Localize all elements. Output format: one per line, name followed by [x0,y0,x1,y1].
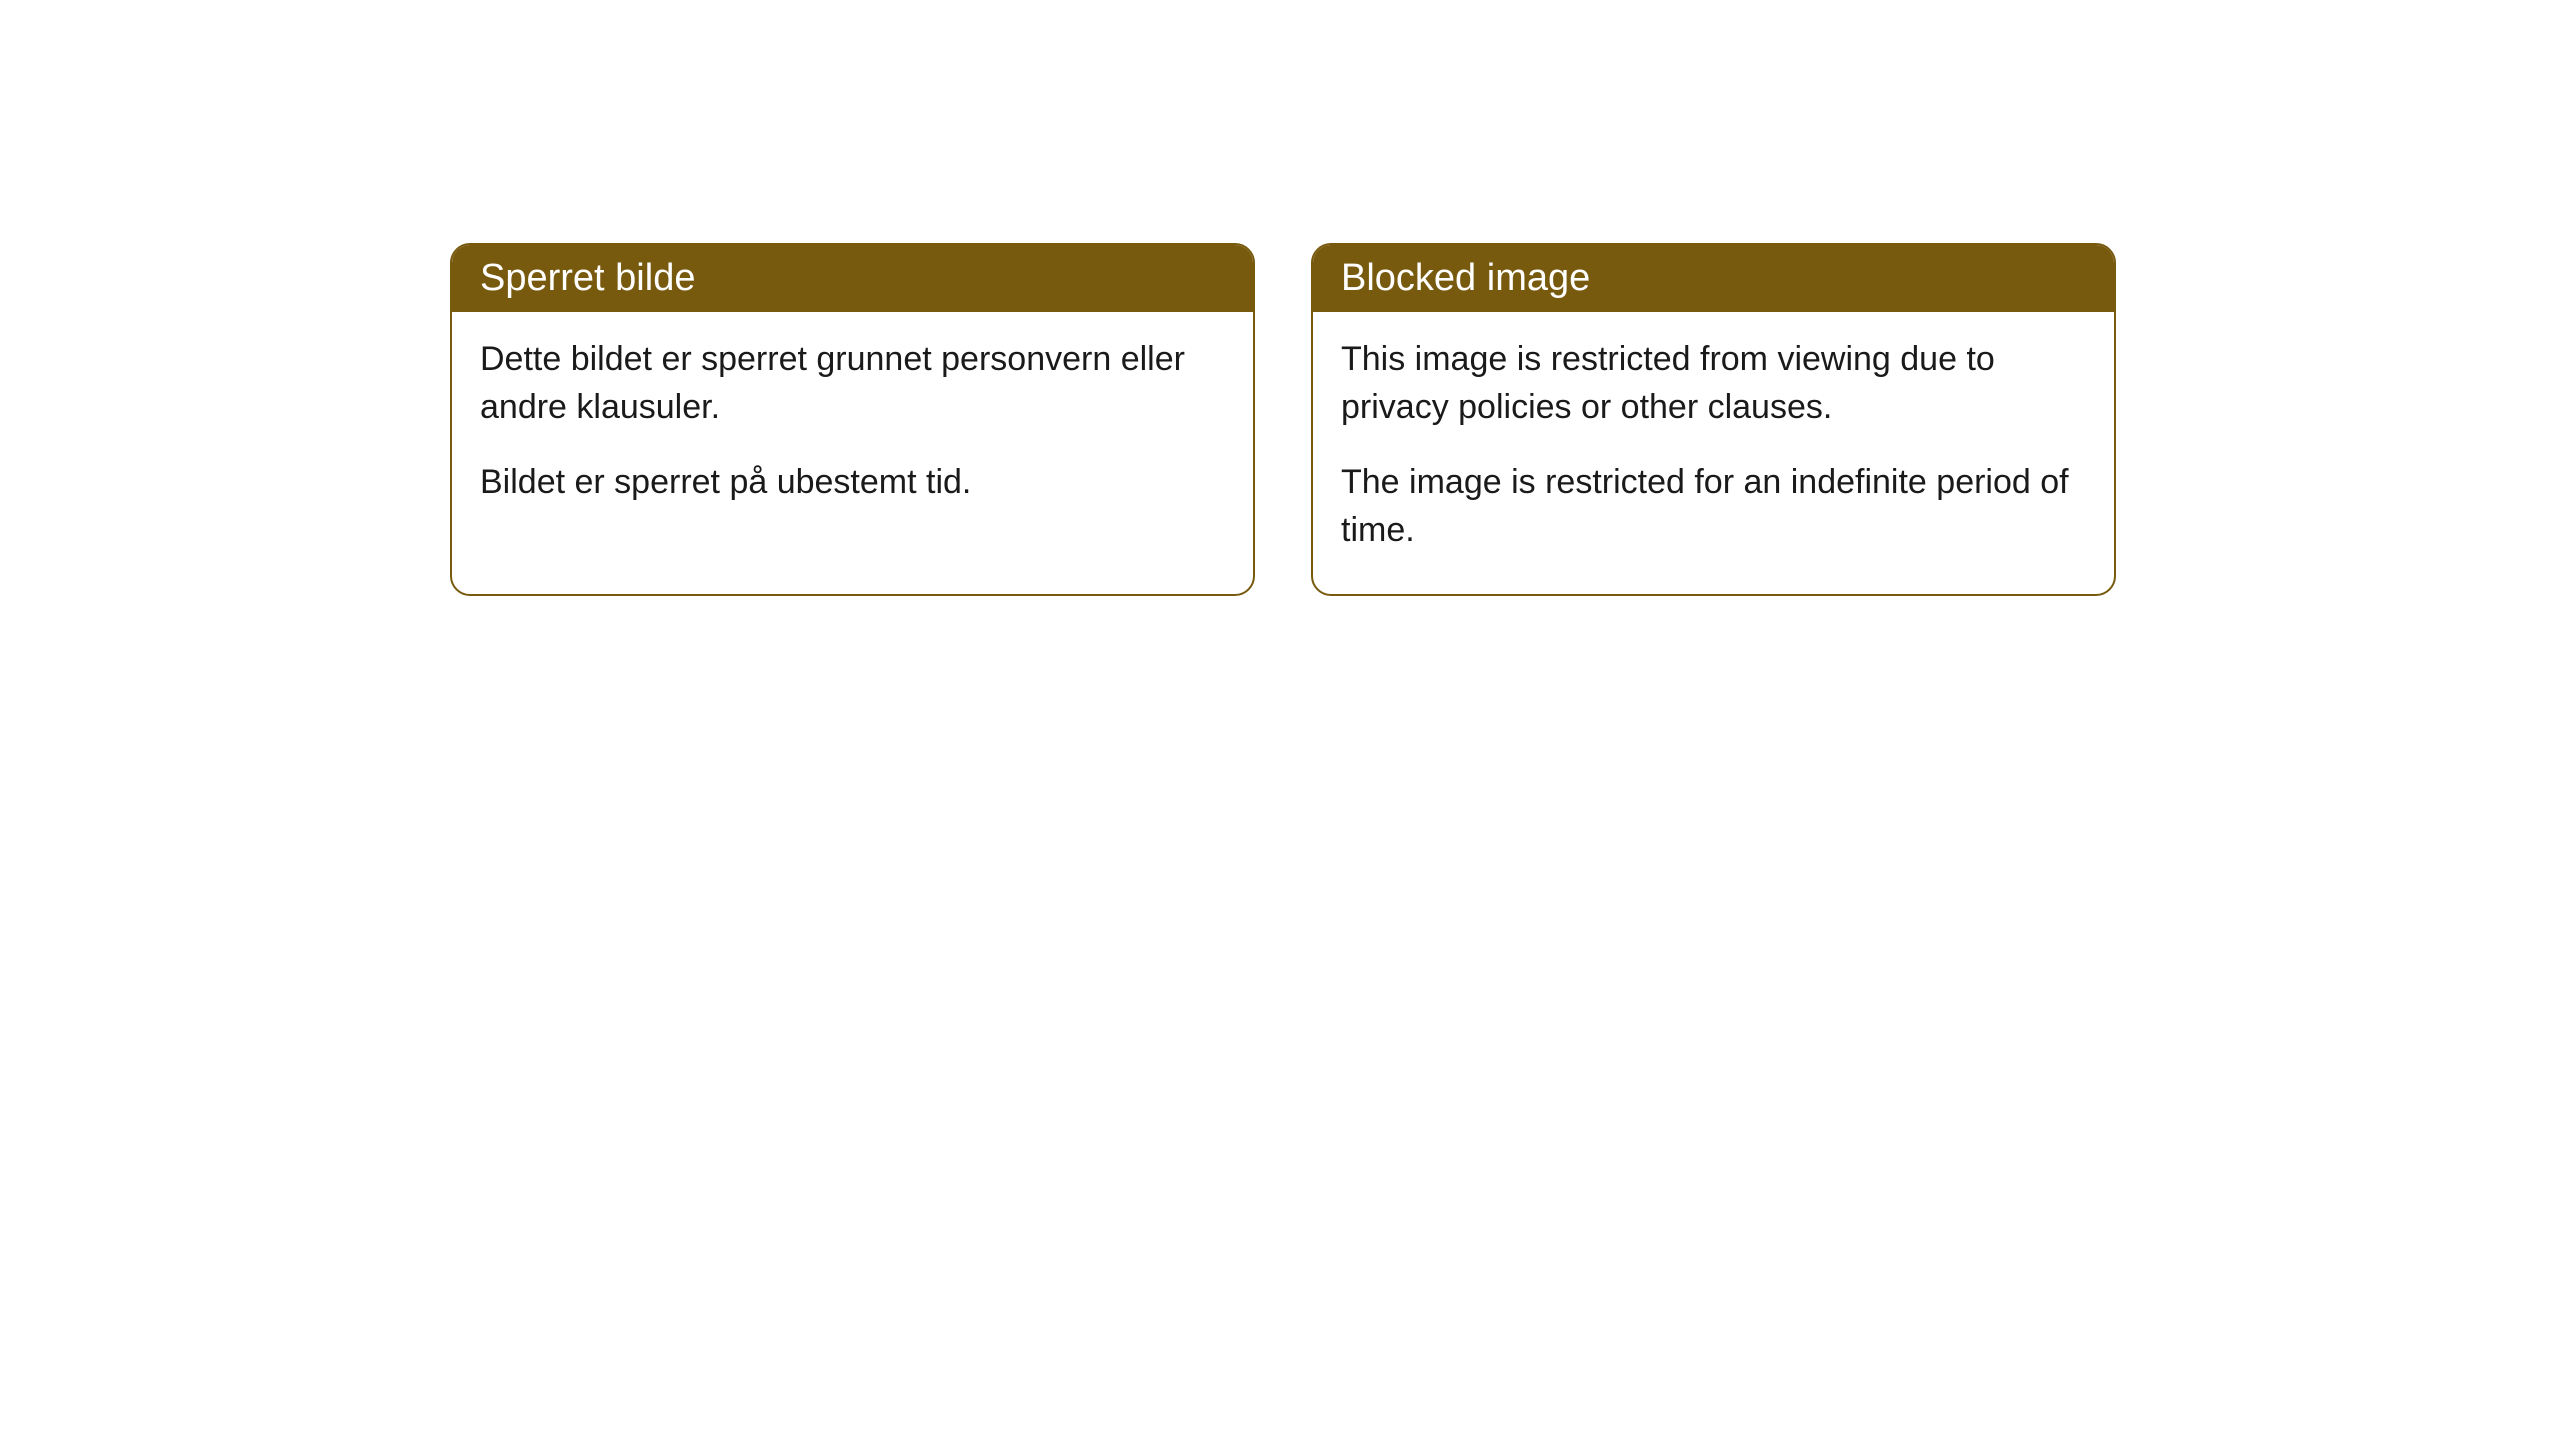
card-title: Sperret bilde [480,257,695,299]
card-paragraph: The image is restricted for an indefinit… [1341,459,2086,554]
card-paragraph: This image is restricted from viewing du… [1341,336,2086,431]
notice-card-english: Blocked image This image is restricted f… [1311,243,2116,596]
card-body: This image is restricted from viewing du… [1313,312,2114,594]
card-header: Sperret bilde [452,245,1253,312]
card-paragraph: Dette bildet er sperret grunnet personve… [480,336,1225,431]
card-title: Blocked image [1341,257,1590,299]
card-body: Dette bildet er sperret grunnet personve… [452,312,1253,547]
notice-container: Sperret bilde Dette bildet er sperret gr… [450,243,2116,596]
card-header: Blocked image [1313,245,2114,312]
notice-card-norwegian: Sperret bilde Dette bildet er sperret gr… [450,243,1255,596]
card-paragraph: Bildet er sperret på ubestemt tid. [480,459,1225,507]
